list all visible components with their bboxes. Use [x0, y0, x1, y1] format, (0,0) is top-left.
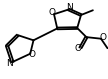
Text: N: N	[6, 59, 13, 68]
Text: O: O	[49, 8, 56, 17]
Text: O: O	[100, 33, 107, 42]
Text: O: O	[29, 50, 36, 59]
Text: O: O	[74, 44, 81, 53]
Text: N: N	[66, 3, 73, 12]
